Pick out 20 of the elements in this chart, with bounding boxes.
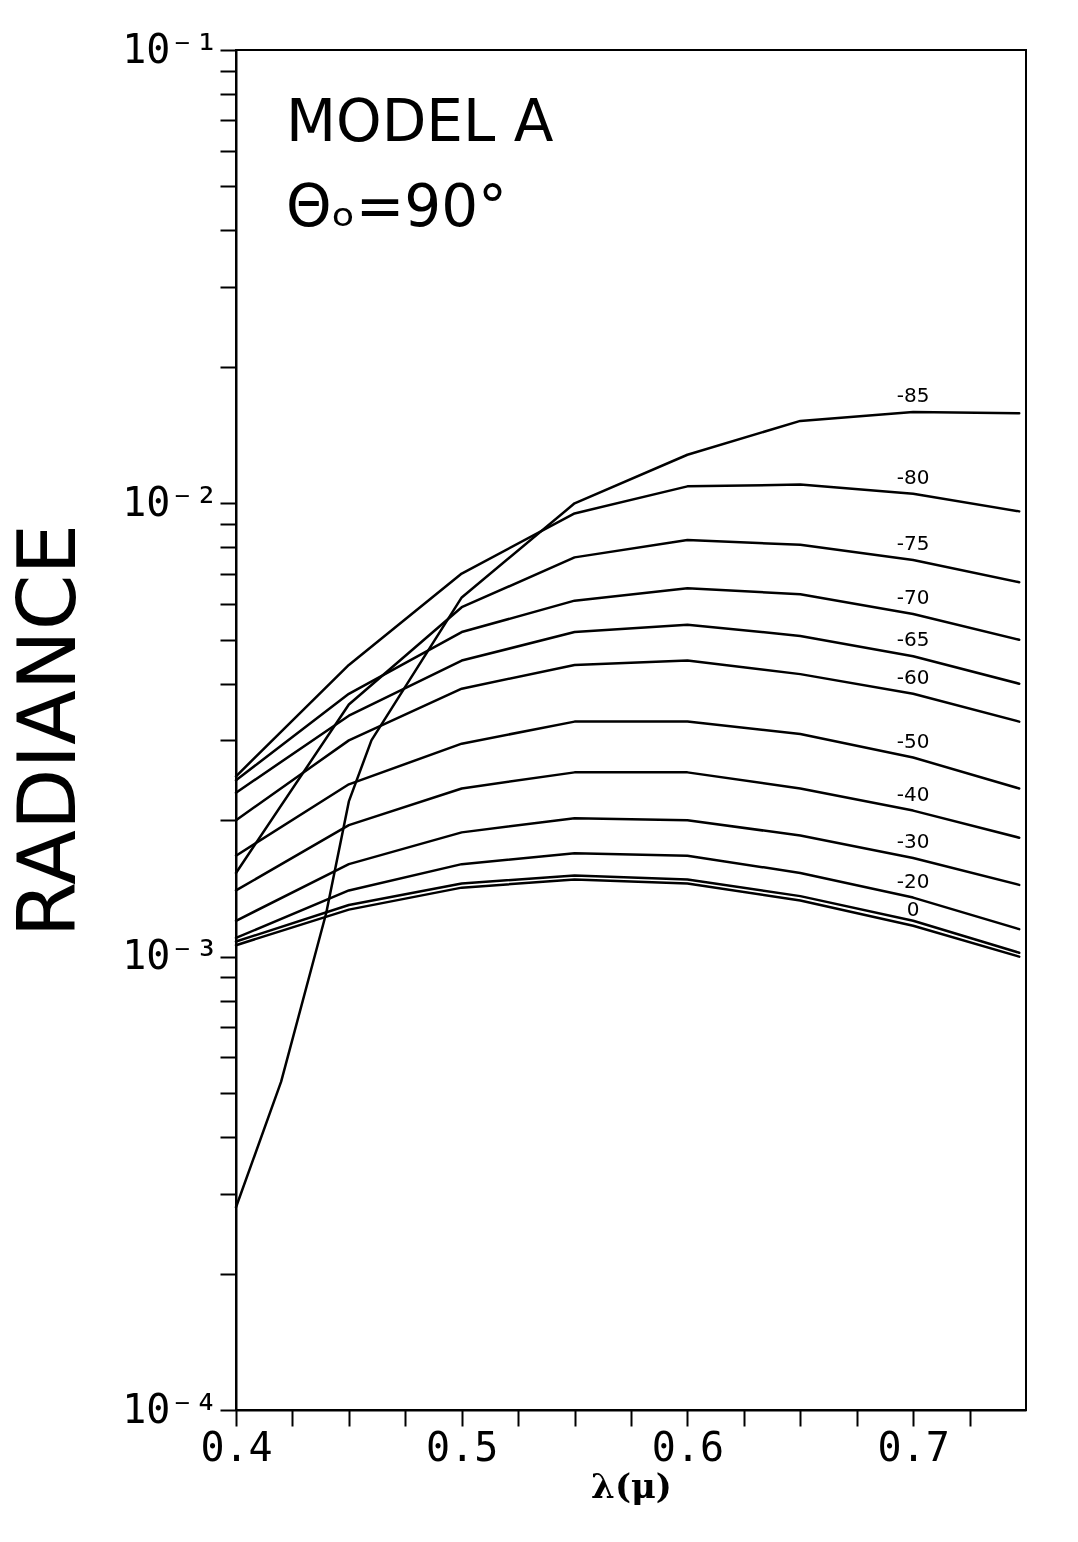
y-tick-label: 10⁻³ — [122, 932, 219, 979]
y-tick-label: 10⁻² — [122, 478, 219, 525]
series-label: -20 — [896, 868, 930, 893]
series-label: -40 — [896, 781, 930, 806]
series-label: -60 — [896, 664, 930, 689]
annotation: MODEL A — [286, 87, 554, 155]
x-tick-label: 0.4 — [200, 1423, 273, 1470]
series-label: -80 — [896, 464, 930, 489]
annotation: Θₒ=90° — [286, 172, 508, 240]
y-tick-label: 10⁻¹ — [122, 25, 219, 72]
series-label: 0 — [906, 896, 920, 921]
series-label: -70 — [896, 585, 930, 609]
x-tick-label: 0.7 — [877, 1423, 950, 1470]
y-axis-title: RADIANCE — [1, 523, 95, 938]
series-label: -85 — [896, 383, 930, 408]
series-label: -30 — [896, 829, 930, 854]
series-label: -75 — [896, 530, 930, 555]
x-tick-label: 0.5 — [426, 1423, 499, 1470]
series-label: -50 — [896, 728, 930, 753]
series-label: -65 — [896, 627, 930, 652]
